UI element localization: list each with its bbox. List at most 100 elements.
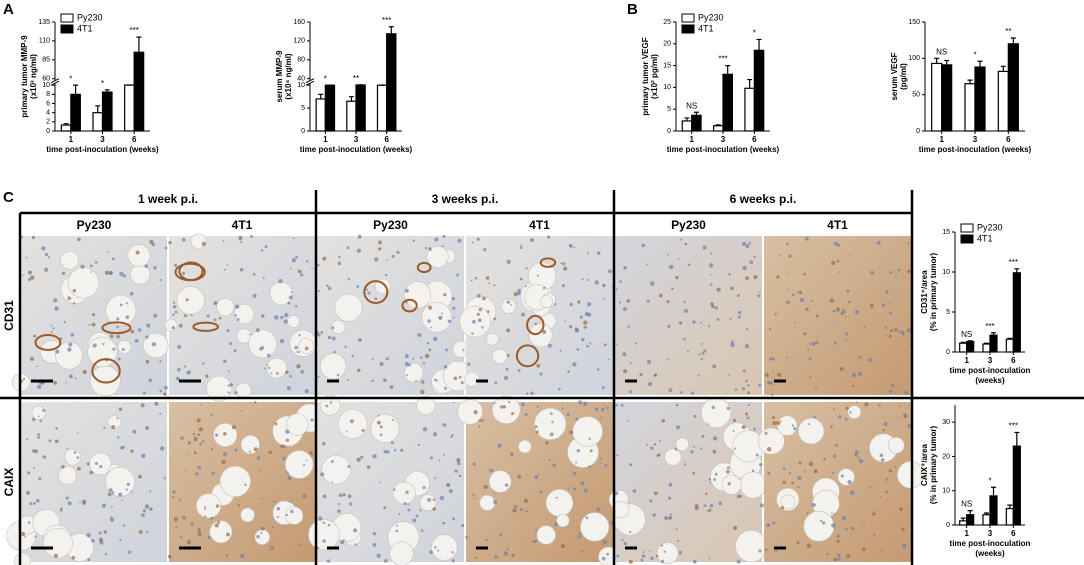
- nucleus: [658, 439, 661, 442]
- nucleus: [371, 379, 374, 383]
- significance: *: [753, 29, 756, 38]
- nucleus: [306, 260, 309, 263]
- nucleus: [80, 264, 85, 269]
- nucleus: [132, 429, 137, 434]
- nucleus: [846, 289, 850, 293]
- error-bar: [73, 84, 79, 95]
- nucleus: [439, 495, 445, 501]
- fat-cell: [319, 394, 341, 416]
- nucleus: [71, 555, 76, 560]
- nucleus: [223, 359, 227, 363]
- nucleus: [467, 362, 471, 366]
- nucleus: [889, 271, 893, 274]
- nucleus: [253, 400, 257, 404]
- nucleus: [831, 523, 836, 528]
- nucleus: [228, 370, 230, 372]
- fat-cell: [269, 281, 293, 306]
- nucleus: [888, 389, 893, 394]
- nucleus: [82, 499, 87, 504]
- nucleus: [493, 317, 497, 321]
- nucleus: [31, 417, 36, 422]
- bar: [744, 87, 755, 132]
- nucleus: [861, 547, 866, 552]
- nucleus: [159, 360, 162, 363]
- nucleus: [614, 491, 619, 496]
- nucleus: [285, 370, 289, 375]
- nucleus: [30, 275, 35, 280]
- vessel: [363, 280, 389, 304]
- y-tick-label: 150: [908, 19, 920, 26]
- nucleus: [240, 553, 245, 559]
- fat-cell: [534, 407, 567, 441]
- nucleus: [187, 441, 192, 445]
- nucleus: [485, 539, 488, 542]
- nucleus: [841, 309, 846, 314]
- nucleus: [300, 273, 304, 277]
- fat-cell: [392, 481, 416, 505]
- nucleus: [130, 329, 135, 334]
- fat-cell: [572, 416, 603, 447]
- nucleus: [404, 288, 409, 293]
- nucleus: [575, 461, 578, 464]
- nucleus: [513, 291, 518, 297]
- nucleus: [547, 343, 552, 348]
- bar: [691, 114, 702, 132]
- nucleus: [683, 463, 687, 466]
- y-axis-label: serum VEGF: [890, 52, 899, 100]
- nucleus: [535, 528, 538, 531]
- nucleus: [252, 273, 256, 276]
- nucleus: [53, 381, 58, 385]
- nucleus: [615, 288, 618, 291]
- nucleus: [809, 342, 812, 346]
- nucleus: [594, 280, 599, 285]
- nucleus: [586, 344, 589, 348]
- significance: NS: [686, 101, 697, 110]
- fat-cell: [403, 281, 432, 309]
- nucleus: [889, 301, 892, 304]
- nucleus: [159, 389, 163, 393]
- nucleus: [747, 403, 750, 406]
- nucleus: [504, 553, 507, 556]
- nucleus: [29, 502, 33, 506]
- fat-cell: [389, 541, 414, 565]
- nucleus: [622, 352, 627, 357]
- nucleus: [589, 342, 592, 345]
- nucleus: [478, 418, 482, 422]
- nucleus: [841, 515, 846, 520]
- fat-cell: [491, 395, 521, 424]
- nucleus: [650, 556, 654, 561]
- nucleus: [31, 235, 36, 240]
- significance: *: [973, 50, 976, 59]
- nucleus: [119, 303, 123, 307]
- nucleus: [356, 248, 361, 253]
- nucleus: [316, 546, 320, 550]
- nucleus: [172, 313, 175, 316]
- nucleus: [226, 328, 230, 333]
- nucleus: [785, 356, 788, 359]
- nucleus: [67, 347, 72, 352]
- nucleus: [386, 259, 389, 262]
- nucleus: [826, 552, 829, 556]
- nucleus: [671, 287, 674, 291]
- nucleus: [285, 513, 289, 517]
- nucleus: [63, 321, 66, 324]
- nucleus: [714, 306, 719, 310]
- nucleus: [692, 320, 696, 324]
- nucleus: [703, 349, 707, 353]
- nucleus: [252, 293, 257, 298]
- nucleus: [549, 432, 554, 437]
- nucleus: [606, 406, 609, 410]
- significance: ***: [985, 322, 994, 331]
- nucleus: [289, 501, 291, 503]
- nucleus: [393, 448, 397, 452]
- nucleus: [77, 432, 79, 435]
- nucleus: [650, 446, 654, 450]
- fat-cell: [426, 245, 449, 268]
- nucleus: [863, 523, 865, 526]
- nucleus: [584, 311, 590, 317]
- nucleus: [146, 531, 149, 534]
- nucleus: [98, 531, 102, 535]
- nucleus: [55, 349, 60, 354]
- significance: **: [353, 74, 359, 83]
- nucleus: [510, 303, 513, 306]
